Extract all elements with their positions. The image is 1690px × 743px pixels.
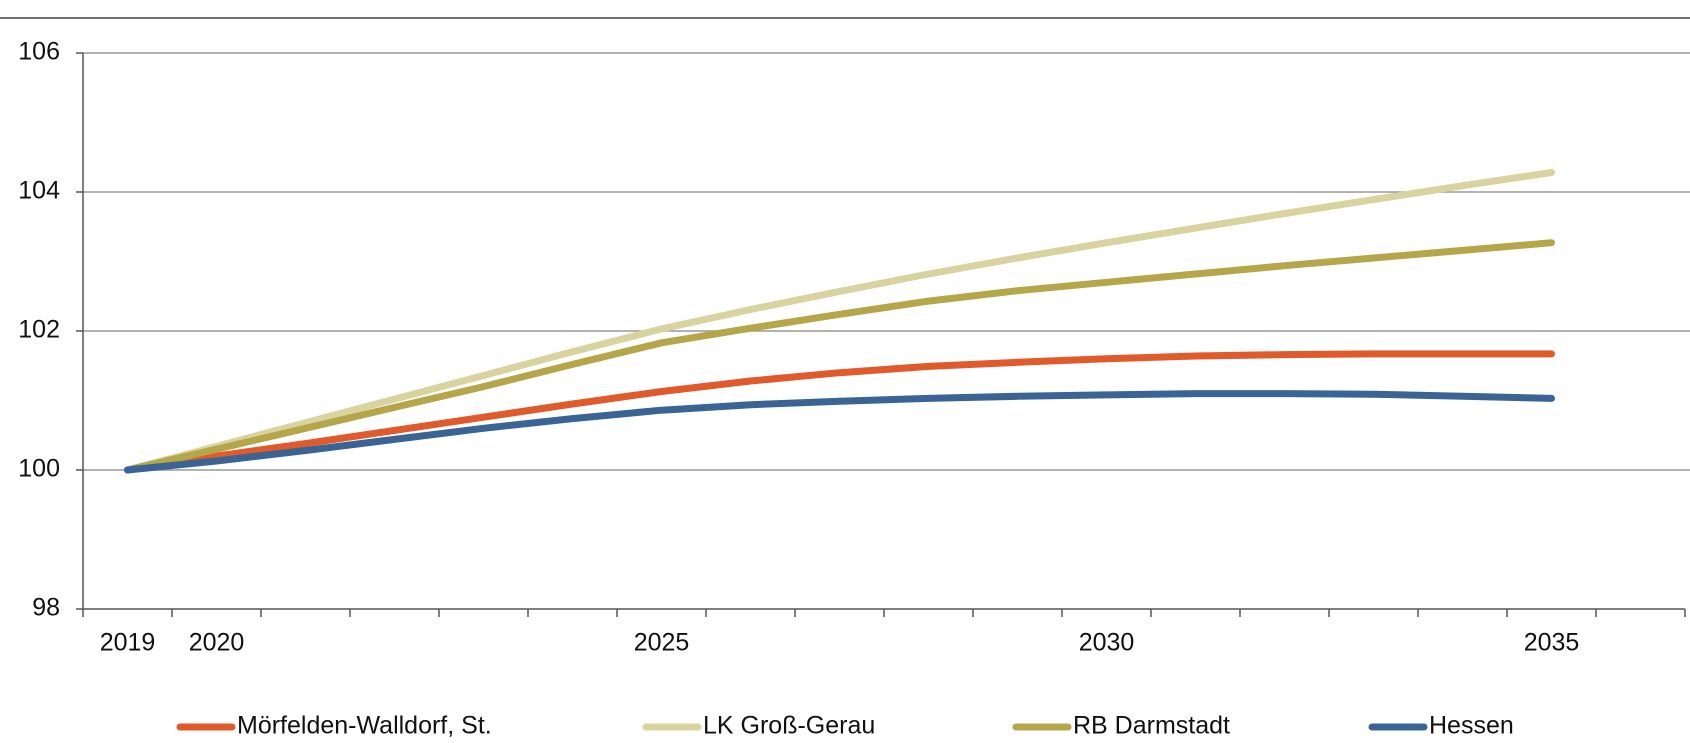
x-tick-label: 2035: [1524, 629, 1580, 657]
x-tick-label: 2030: [1079, 629, 1135, 657]
series-line: [124, 390, 1555, 474]
legend-label: Hessen: [1429, 712, 1514, 740]
x-tick-label: 2019: [100, 629, 156, 657]
x-tick-label: 2025: [634, 629, 690, 657]
x-tick-label: 2020: [189, 629, 245, 657]
y-tick-label: 98: [32, 594, 60, 622]
y-tick-label: 106: [18, 38, 60, 66]
legend-label: RB Darmstadt: [1073, 712, 1230, 740]
y-tick-label: 100: [18, 455, 60, 483]
legend-label: Mörfelden-Walldorf, St.: [237, 712, 492, 740]
legend-label: LK Groß-Gerau: [703, 712, 875, 740]
y-tick-label: 102: [18, 316, 60, 344]
series-line: [124, 350, 1555, 474]
series-line: [124, 169, 1555, 474]
y-tick-label: 104: [18, 177, 60, 205]
series-line: [124, 239, 1555, 474]
